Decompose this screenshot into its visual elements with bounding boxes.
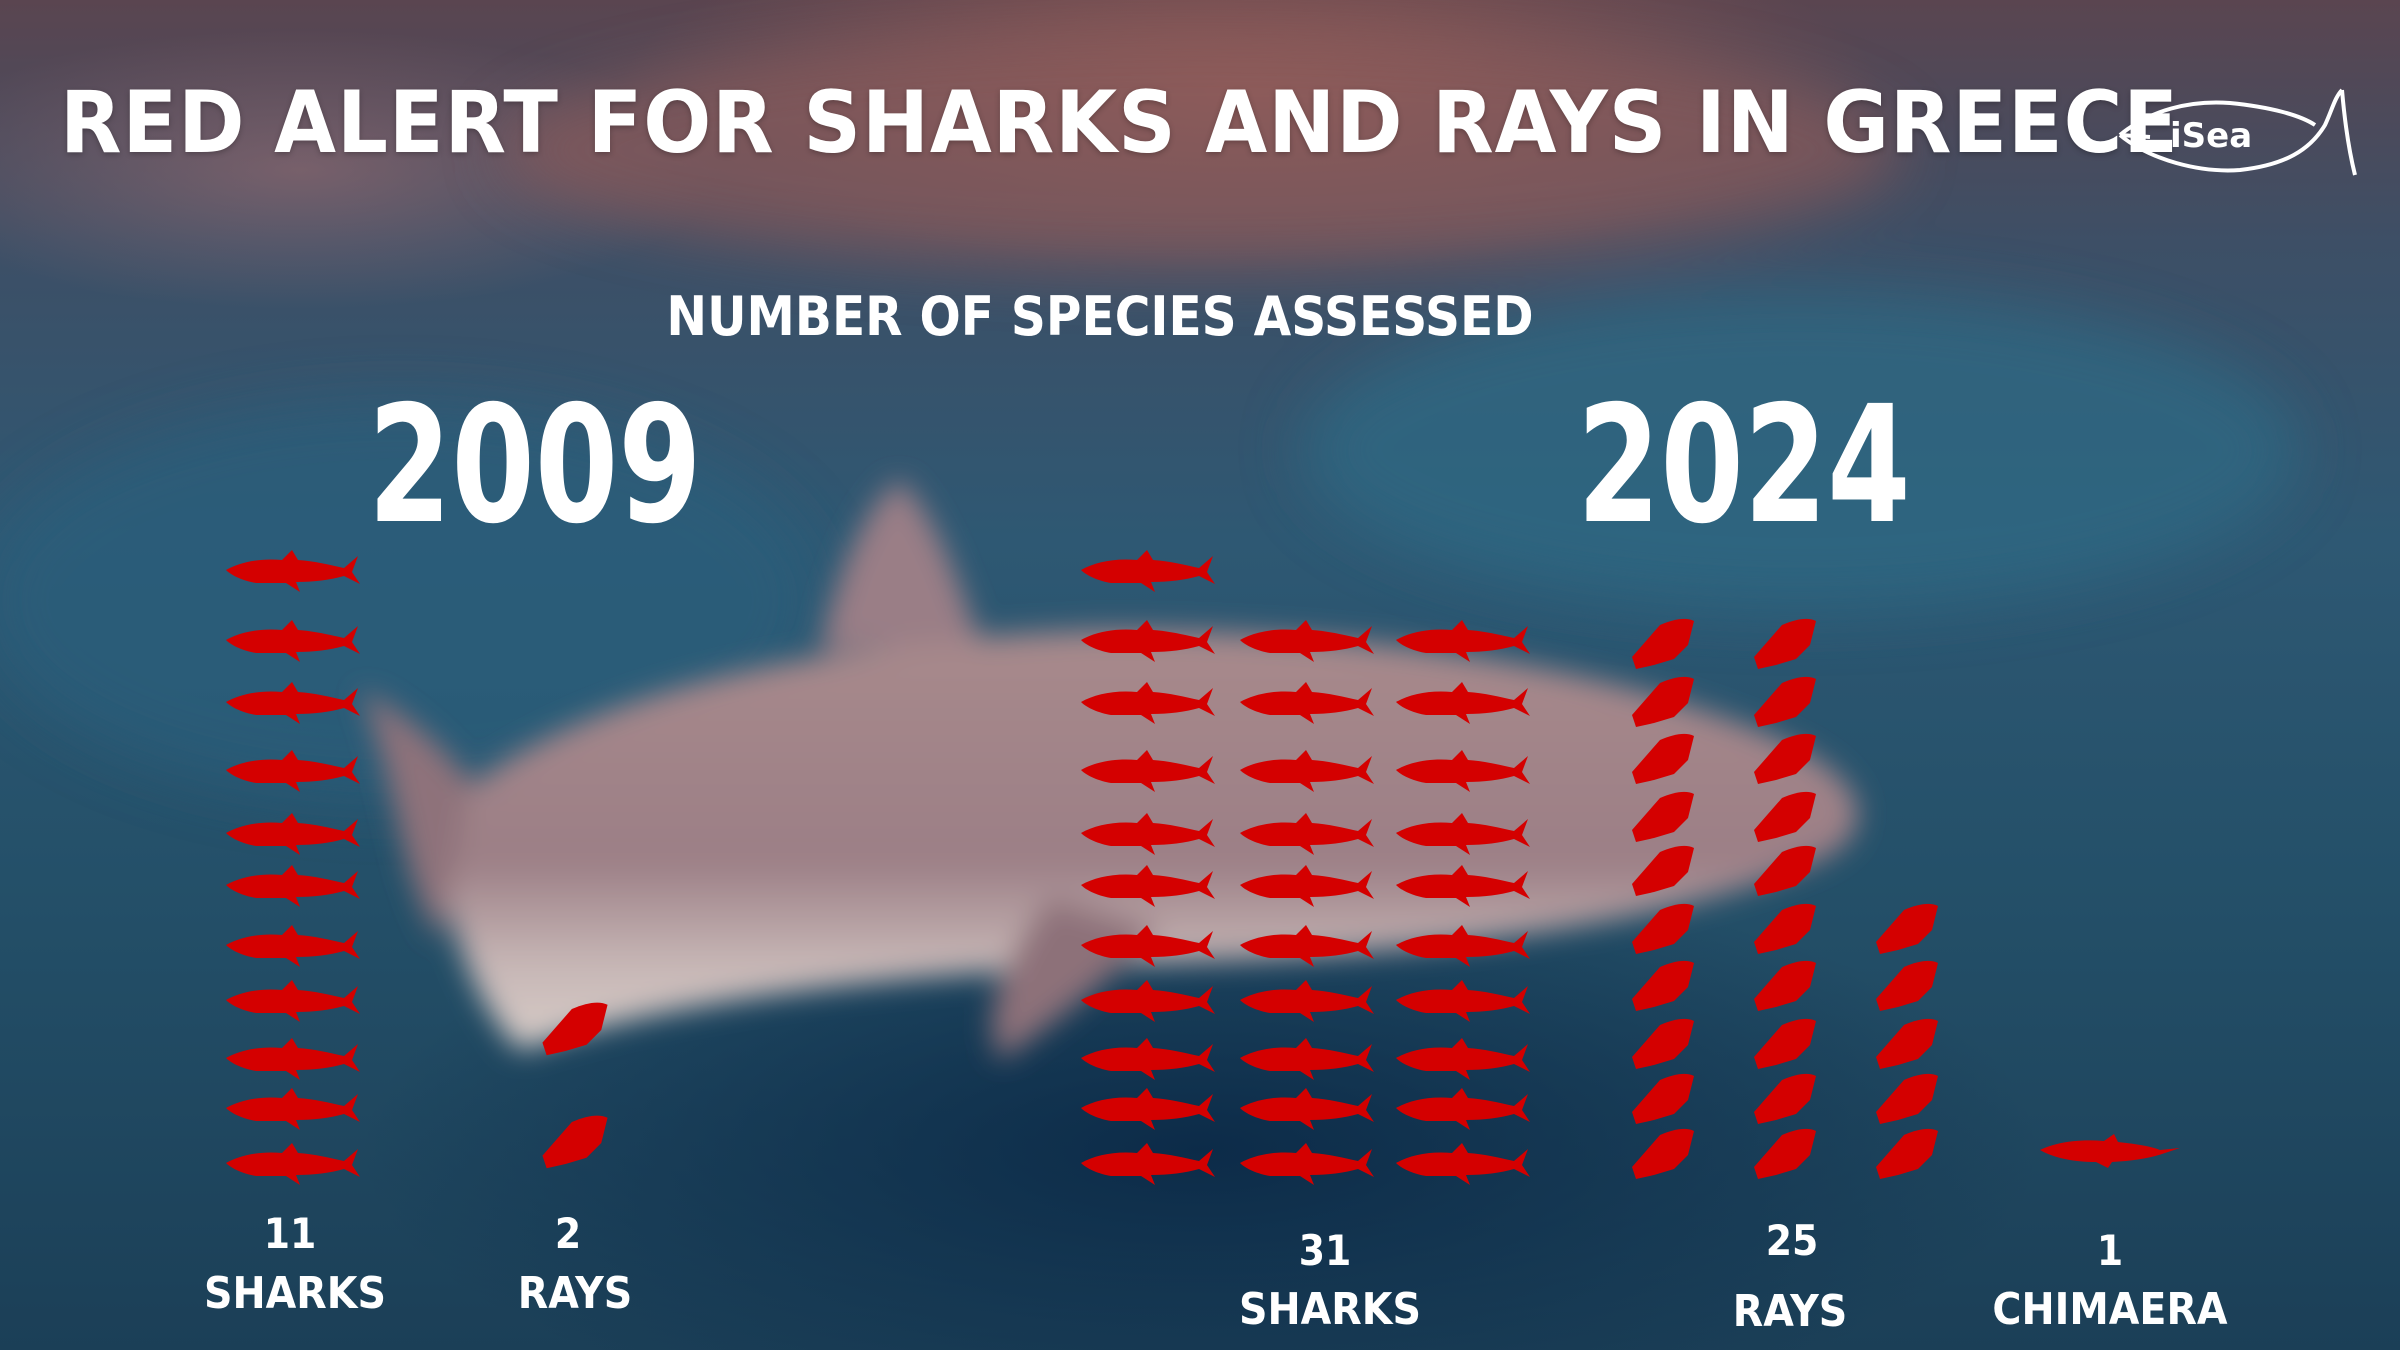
count-label-2024-sharks: 31 [1298,1226,1352,1275]
isea-logo-text: iSea [2170,116,2252,156]
ray-icon [1876,1018,1938,1069]
shark-icon [1396,1143,1530,1185]
shark-icon [1081,550,1215,592]
chart-title: NUMBER OF SPECIES ASSESSED [666,285,1534,348]
shark-icon [226,1143,360,1185]
count-label-2024-chimaera: 1 [2096,1226,2124,1275]
ray-icon [1632,960,1694,1011]
shark-icon [1240,620,1374,662]
ray-icon [1876,903,1938,954]
page-title: RED ALERT FOR SHARKS AND RAYS IN GREECE [60,73,2179,173]
count-label-2009-sharks: 11 [263,1209,317,1258]
shark-icon [1081,925,1215,967]
ray-icon [1632,791,1694,842]
ray-icon [1632,1018,1694,1069]
shark-icon [1081,1143,1215,1185]
shark-icon [1396,865,1530,907]
shark-icon [226,1038,360,1080]
shark-icon [1240,865,1374,907]
shark-icon [1081,980,1215,1022]
shark-icon [1396,980,1530,1022]
shark-icon [1081,1038,1215,1080]
ray-icon [1754,1128,1816,1179]
category-label-2024-chimaera: CHIMAERA [1992,1284,2228,1335]
shark-icon [1396,925,1530,967]
shark-icon [226,620,360,662]
shark-icon [1240,682,1374,724]
shark-icon [1081,813,1215,855]
ray-icon [1632,1128,1694,1179]
ray-icon [1876,1128,1938,1179]
shark-icon [1240,980,1374,1022]
shark-icon [1081,620,1215,662]
ray-icon [1754,676,1816,727]
shark-icon [1240,813,1374,855]
shark-icon [1240,1143,1374,1185]
ray-icon [1754,1018,1816,1069]
shark-icon [226,980,360,1022]
shark-icon [1396,750,1530,792]
ray-icon [1632,845,1694,896]
ray-icon [1632,676,1694,727]
ray-icon [1632,733,1694,784]
shark-icon [1081,1088,1215,1130]
shark-icon [1240,925,1374,967]
shark-icon [1240,1038,1374,1080]
year-label-2024: 2024 [1577,372,1911,560]
category-label-2009-rays: RAYS [517,1268,633,1319]
year-label-2009: 2009 [368,372,702,560]
shark-icon [1396,1088,1530,1130]
ray-icon [1754,733,1816,784]
shark-icon [1081,682,1215,724]
ray-icon [542,1002,608,1056]
ray-icon [1754,1073,1816,1124]
ray-icon [1876,960,1938,1011]
shark-icon [226,813,360,855]
ray-icon [1632,1073,1694,1124]
category-label-2009-sharks: SHARKS [203,1268,386,1319]
ray-icon [1876,1073,1938,1124]
shark-icon [1396,620,1530,662]
count-label-2009-rays: 2 [554,1209,582,1258]
ray-icon [1754,618,1816,669]
ray-icon [1632,618,1694,669]
category-label-2024-rays: RAYS [1732,1286,1848,1337]
shark-icon [226,925,360,967]
chimaera-icon [2040,1134,2180,1168]
shark-icon [1396,682,1530,724]
ray-icon [1754,845,1816,896]
shark-icon [226,550,360,592]
shark-icon [226,682,360,724]
ray-icon [1754,903,1816,954]
shark-icon [226,1088,360,1130]
ray-icon [1754,960,1816,1011]
shark-icon [1081,750,1215,792]
ray-icon [542,1115,608,1169]
shark-icon [1081,865,1215,907]
isea-logo: iSea [2118,88,2357,176]
shark-icon [1396,813,1530,855]
ray-icon [1632,903,1694,954]
shark-icon [1240,750,1374,792]
shark-icon [1396,1038,1530,1080]
shark-icon [1240,1088,1374,1130]
shark-icon [226,750,360,792]
shark-icon [226,865,360,907]
category-label-2024-sharks: SHARKS [1238,1284,1421,1335]
ray-icon [1754,791,1816,842]
count-label-2024-rays: 25 [1765,1216,1819,1265]
